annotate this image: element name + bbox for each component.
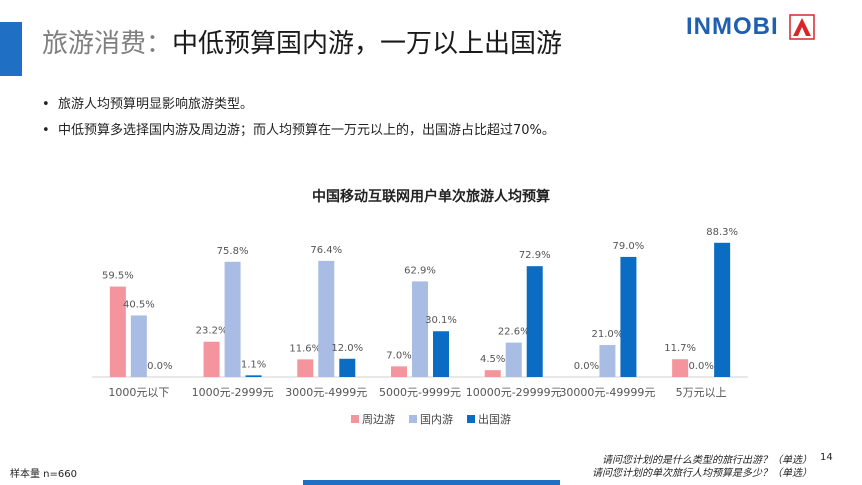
data-label: 23.2% bbox=[196, 326, 228, 337]
page-title-main: 中低预算国内游，一万以上出国游 bbox=[172, 29, 563, 59]
legend-swatch bbox=[467, 415, 475, 423]
x-tick-label: 3000元-4999元 bbox=[285, 386, 367, 399]
data-label: 4.5% bbox=[480, 354, 505, 365]
bar bbox=[505, 342, 522, 377]
page-title: 旅游消费：中低预算国内游，一万以上出国游 bbox=[42, 26, 562, 62]
legend-item: 国内游 bbox=[409, 411, 453, 427]
legend-label: 国内游 bbox=[420, 413, 453, 426]
legend-item: 出国游 bbox=[467, 411, 511, 427]
bar bbox=[318, 260, 335, 377]
data-label: 75.8% bbox=[217, 246, 249, 257]
bullet-item: 中低预算多选择国内游及周边游；而人均预算在一万元以上的，出国游占比超过70%。 bbox=[40, 118, 555, 144]
bar bbox=[620, 256, 637, 377]
bar bbox=[714, 242, 731, 377]
data-label: 88.3% bbox=[706, 227, 738, 238]
bar bbox=[339, 358, 356, 377]
bar bbox=[245, 375, 262, 377]
page-title-prefix: 旅游消费： bbox=[42, 29, 173, 59]
data-label: 76.4% bbox=[310, 245, 342, 256]
bar bbox=[224, 261, 241, 377]
x-tick-label: 30000元-49999元 bbox=[559, 386, 655, 399]
sample-size: 样本量 n=660 bbox=[10, 469, 77, 480]
data-label: 7.0% bbox=[386, 350, 411, 361]
bar bbox=[297, 359, 314, 377]
survey-footnote: 请问您计划的是什么类型的旅行出游？（单选） 请问您计划的单次旅行人均预算是多少？… bbox=[592, 454, 812, 480]
data-label: 0.0% bbox=[147, 361, 172, 372]
page-number: 14 bbox=[820, 452, 833, 463]
bar bbox=[433, 331, 449, 377]
legend-label: 周边游 bbox=[362, 413, 395, 426]
footnote-line: 请问您计划的单次旅行人均预算是多少？（单选） bbox=[592, 468, 812, 479]
x-tick-label: 1000元以下 bbox=[108, 386, 169, 399]
bar bbox=[672, 359, 689, 377]
data-label: 21.0% bbox=[592, 329, 624, 340]
legend-swatch bbox=[409, 415, 417, 423]
legend-swatch bbox=[351, 415, 359, 423]
bullet-item: 旅游人均预算明显影响旅游类型。 bbox=[40, 92, 555, 118]
data-label: 40.5% bbox=[123, 299, 155, 310]
x-tick-label: 5万元以上 bbox=[676, 386, 727, 399]
data-label: 59.5% bbox=[102, 271, 134, 282]
bullet-list: 旅游人均预算明显影响旅游类型。 中低预算多选择国内游及周边游；而人均预算在一万元… bbox=[40, 92, 555, 144]
data-label: 0.0% bbox=[688, 361, 713, 372]
chart-legend: 周边游 国内游 出国游 bbox=[0, 411, 862, 427]
bottom-accent-bar bbox=[303, 480, 560, 485]
data-label: 0.0% bbox=[574, 361, 599, 372]
data-label: 11.7% bbox=[664, 343, 696, 354]
logo-text: INMOBI bbox=[686, 13, 779, 40]
bar bbox=[599, 345, 616, 377]
bar bbox=[391, 366, 407, 377]
x-tick-label: 10000元-29999元 bbox=[466, 386, 562, 399]
legend-label: 出国游 bbox=[478, 413, 511, 426]
data-label: 30.1% bbox=[425, 315, 457, 326]
bar bbox=[484, 370, 501, 377]
logo-mark-icon bbox=[788, 14, 815, 40]
bar bbox=[130, 315, 147, 377]
data-label: 12.0% bbox=[331, 343, 363, 354]
data-label: 62.9% bbox=[404, 265, 436, 276]
bar bbox=[203, 341, 220, 377]
data-label: 79.0% bbox=[613, 241, 645, 252]
x-tick-label: 5000元-9999元 bbox=[379, 386, 461, 399]
footnote-line: 请问您计划的是什么类型的旅行出游？（单选） bbox=[602, 455, 812, 466]
title-accent-bar bbox=[0, 22, 22, 76]
data-label: 11.6% bbox=[289, 343, 321, 354]
bar bbox=[412, 281, 428, 377]
data-label: 72.9% bbox=[519, 250, 551, 261]
legend-item: 周边游 bbox=[351, 411, 395, 427]
data-label: 1.1% bbox=[241, 359, 266, 370]
inmobi-logo: INMOBI bbox=[686, 12, 815, 42]
bar bbox=[109, 286, 126, 377]
x-tick-label: 1000元-2999元 bbox=[192, 386, 274, 399]
chart-title: 中国移动互联网用户单次旅游人均预算 bbox=[312, 189, 550, 205]
bar bbox=[526, 266, 543, 377]
data-label: 22.6% bbox=[498, 327, 530, 338]
